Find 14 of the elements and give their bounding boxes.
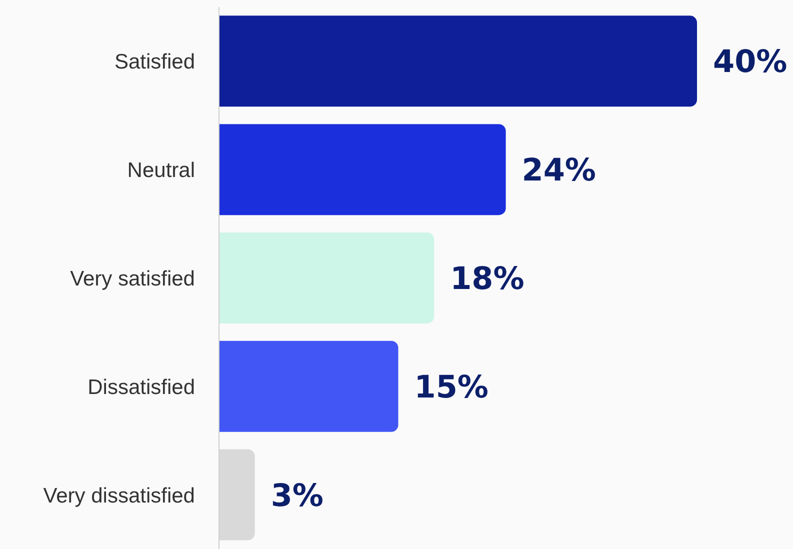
bar [219,124,506,216]
data-label: 40% [713,44,788,80]
bar [219,340,398,432]
y-tick-label: Satisfied [114,50,195,74]
y-tick-label: Dissatisfied [88,376,195,399]
data-label: 18% [450,260,524,297]
data-label: 3% [270,478,324,514]
y-tick-label: Very dissatisfied [43,484,195,508]
data-label: 24% [522,152,596,189]
bar [219,16,697,107]
data-label: 15% [414,369,488,406]
y-tick-label: Very satisfied [70,267,195,290]
bar [219,232,434,324]
y-tick-label: Neutral [127,159,195,182]
